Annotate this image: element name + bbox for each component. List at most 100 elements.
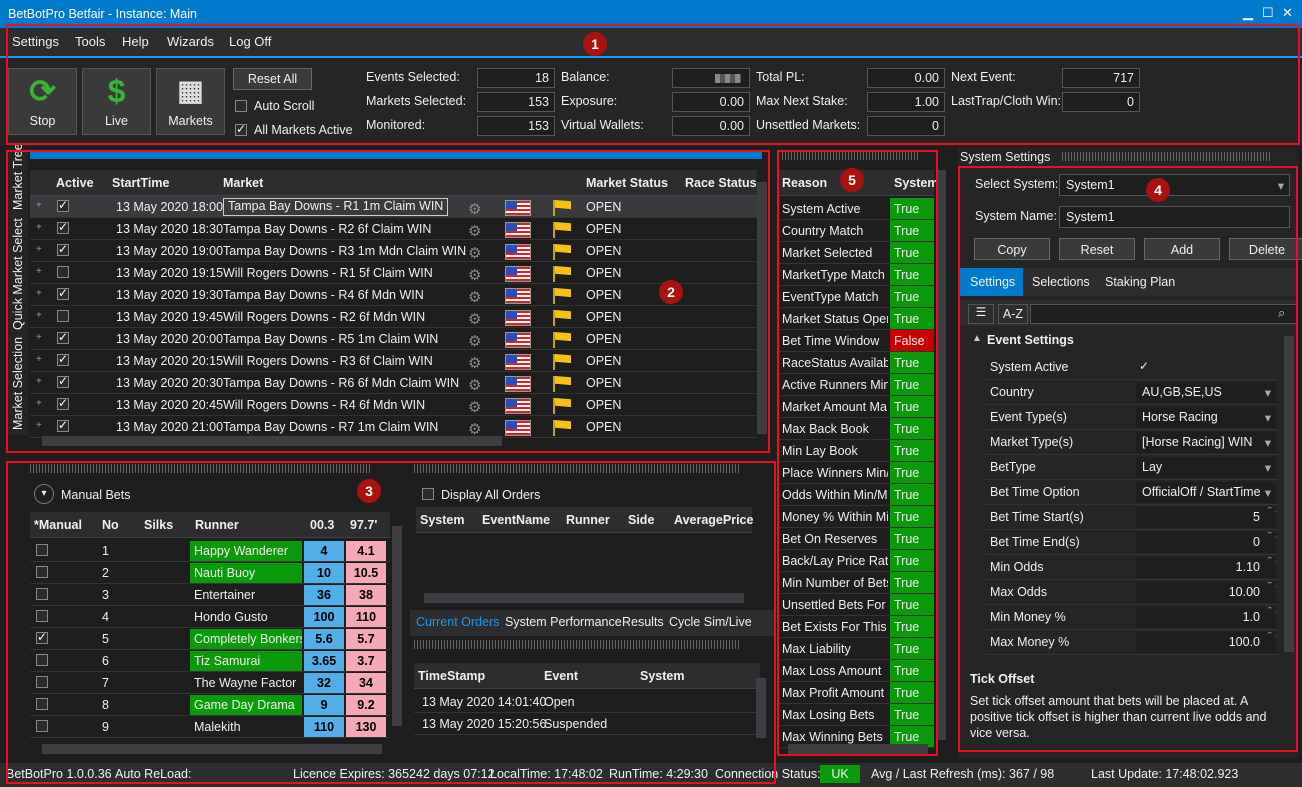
back-price[interactable]: 100 — [304, 607, 344, 627]
close-button[interactable]: ✕ — [1282, 5, 1293, 20]
active-checkbox[interactable] — [57, 398, 69, 410]
tab-market-selection[interactable]: Market Selection — [11, 336, 25, 430]
active-checkbox[interactable] — [57, 420, 69, 432]
expand-icon[interactable]: + — [36, 332, 42, 343]
active-checkbox[interactable] — [57, 310, 69, 322]
lay-price[interactable]: 130 — [346, 717, 386, 737]
back-price[interactable]: 5.6 — [304, 629, 344, 649]
markets-hscroll[interactable] — [42, 436, 502, 446]
menu-help[interactable]: Help — [122, 34, 149, 49]
expand-icon[interactable]: + — [36, 310, 42, 321]
property-search-input[interactable] — [1030, 304, 1298, 324]
expand-icon[interactable]: + — [36, 420, 42, 431]
lay-price[interactable]: 3.7 — [346, 651, 386, 671]
col-side[interactable]: Side — [628, 513, 655, 527]
property-value[interactable]: Horse Racing — [1136, 407, 1276, 428]
event-log-vscroll[interactable] — [756, 678, 766, 738]
manual-checkbox[interactable] — [36, 698, 48, 710]
market-row[interactable]: +13 May 2020 19:45 Will Rogers Downs - R2… — [30, 306, 757, 328]
col-back[interactable]: 00.3 — [310, 518, 335, 532]
active-checkbox[interactable] — [57, 288, 69, 300]
tab-cycle-sim-live[interactable]: Cycle Sim/Live — [669, 615, 752, 629]
property-value[interactable]: 100.0 — [1136, 632, 1276, 653]
col-market[interactable]: Market — [223, 176, 264, 190]
menu-wizards[interactable]: Wizards — [167, 34, 214, 49]
categorized-icon[interactable]: ☰ — [968, 304, 994, 324]
property-value[interactable]: 5 — [1136, 507, 1276, 528]
active-checkbox[interactable] — [57, 266, 69, 278]
col-reason[interactable]: Reason — [782, 176, 828, 190]
manual-bets-hscroll[interactable] — [42, 744, 382, 754]
back-price[interactable]: 4 — [304, 541, 344, 561]
active-checkbox[interactable] — [57, 244, 69, 256]
tab-system-performance[interactable]: System Performance — [505, 615, 622, 629]
manual-checkbox[interactable] — [36, 720, 48, 732]
maximize-button[interactable]: ☐ — [1262, 5, 1274, 20]
orders-hscroll[interactable] — [424, 593, 744, 603]
col-lay[interactable]: 97.7' — [350, 518, 378, 532]
expand-icon[interactable]: + — [36, 376, 42, 387]
bet-row[interactable]: 8 Game Day Drama 9 9.2 — [30, 694, 390, 716]
menu-tools[interactable]: Tools — [75, 34, 106, 49]
auto-scroll-checkbox[interactable] — [235, 100, 247, 112]
back-price[interactable]: 10 — [304, 563, 344, 583]
manual-bets-vscroll[interactable] — [392, 526, 402, 726]
property-value[interactable]: 10.00 — [1136, 582, 1276, 603]
expand-icon[interactable]: + — [36, 266, 42, 277]
add-button[interactable]: Add — [1144, 238, 1220, 260]
active-checkbox[interactable] — [57, 332, 69, 344]
property-value[interactable]: AU,GB,SE,US — [1136, 382, 1276, 403]
property-value[interactable]: OfficialOff / StartTime — [1136, 482, 1276, 503]
col-market-status[interactable]: Market Status — [586, 176, 668, 190]
lay-price[interactable]: 10.5 — [346, 563, 386, 583]
bet-row[interactable]: 3 Entertainer 36 38 — [30, 584, 390, 606]
tab-current-orders[interactable]: Current Orders — [416, 615, 500, 629]
market-row[interactable]: +13 May 2020 19:15 Will Rogers Downs - R1… — [30, 262, 757, 284]
col-reason-system[interactable]: System — [894, 176, 939, 190]
expand-icon[interactable]: + — [36, 244, 42, 255]
manual-checkbox[interactable] — [36, 676, 48, 688]
col-starttime[interactable]: StartTime — [112, 176, 170, 190]
reset-button[interactable]: Reset — [1059, 238, 1135, 260]
select-system-dropdown[interactable]: System1 — [1059, 174, 1290, 196]
bet-row[interactable]: 6 Tiz Samurai 3.65 3.7 — [30, 650, 390, 672]
reset-all-button[interactable]: Reset All — [233, 68, 312, 90]
col-timestamp[interactable]: TimeStamp — [418, 669, 486, 683]
col-manual[interactable]: *Manual — [34, 518, 82, 532]
log-row[interactable]: 13 May 2020 14:01:40 Open — [414, 691, 760, 713]
back-price[interactable]: 32 — [304, 673, 344, 693]
expand-icon[interactable]: + — [36, 200, 42, 211]
col-system[interactable]: System — [420, 513, 465, 527]
bet-row[interactable]: 7 The Wayne Factor 32 34 — [30, 672, 390, 694]
tab-market-tree[interactable]: Market Tree — [11, 143, 25, 210]
bet-row[interactable]: 2 Nauti Buoy 10 10.5 — [30, 562, 390, 584]
expand-icon[interactable]: + — [36, 222, 42, 233]
active-checkbox[interactable] — [57, 222, 69, 234]
active-checkbox[interactable] — [57, 354, 69, 366]
reasons-hscroll[interactable] — [788, 744, 928, 754]
live-button[interactable]: $ Live — [82, 68, 151, 135]
col-silks[interactable]: Silks — [144, 518, 174, 532]
manual-checkbox[interactable] — [36, 654, 48, 666]
reasons-vscroll[interactable] — [936, 170, 946, 740]
manual-checkbox[interactable] — [36, 632, 48, 644]
lay-price[interactable]: 34 — [346, 673, 386, 693]
menu-settings[interactable]: Settings — [12, 34, 59, 49]
manual-checkbox[interactable] — [36, 544, 48, 556]
expand-icon[interactable]: + — [36, 354, 42, 365]
bet-row[interactable]: 4 Hondo Gusto 100 110 — [30, 606, 390, 628]
property-value[interactable]: Lay — [1136, 457, 1276, 478]
display-all-orders-checkbox[interactable] — [422, 488, 434, 500]
lay-price[interactable]: 38 — [346, 585, 386, 605]
col-no[interactable]: No — [102, 518, 119, 532]
collapse-icon[interactable]: ▾ — [34, 484, 54, 504]
bet-row[interactable]: 1 Happy Wanderer 4 4.1 — [30, 540, 390, 562]
delete-button[interactable]: Delete — [1229, 238, 1302, 260]
expand-arrow-icon[interactable]: ▲ — [972, 333, 982, 344]
